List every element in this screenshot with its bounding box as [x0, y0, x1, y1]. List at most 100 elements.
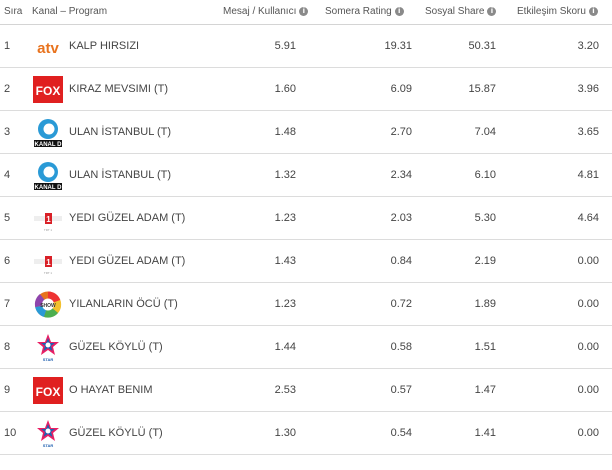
message-cell: 1.32 [274, 169, 296, 181]
table-row[interactable]: 8 STAR GÜZEL KÖYLÜ (T) 1.44 0.58 1.51 0.… [0, 326, 612, 369]
header-share-label: Sosyal Share [425, 6, 485, 17]
engagement-cell: 4.81 [577, 169, 599, 181]
atv-logo-icon: atv [32, 31, 64, 62]
message-cell: 1.48 [274, 126, 296, 138]
svg-text:TRT 1: TRT 1 [44, 228, 53, 232]
share-cell: 15.87 [468, 83, 496, 95]
svg-text:FOX: FOX [36, 84, 61, 98]
table-row[interactable]: 10 STAR GÜZEL KÖYLÜ (T) 1.30 0.54 1.41 0… [0, 412, 612, 455]
engagement-cell: 3.20 [577, 40, 599, 52]
rank-cell: 6 [4, 255, 11, 267]
program-name[interactable]: KALP HIRSIZI [69, 40, 140, 52]
program-name[interactable]: YEDI GÜZEL ADAM (T) [69, 255, 186, 267]
header-rank[interactable]: Sıra [4, 6, 22, 17]
header-program[interactable]: Kanal – Program [32, 6, 107, 17]
rank-cell: 2 [4, 83, 11, 95]
kanal-d-logo-icon: KANAL D [32, 117, 64, 148]
fox-logo-icon: FOX [32, 74, 64, 105]
svg-text:KANAL D: KANAL D [35, 142, 63, 148]
table-header: Sıra Kanal – Program Mesaj / Kullanıcı i … [0, 0, 612, 25]
table-row[interactable]: 6 1 TRT 1 YEDI GÜZEL ADAM (T) 1.43 0.84 … [0, 240, 612, 283]
header-engagement[interactable]: Etkileşim Skoru i [517, 6, 598, 17]
engagement-cell: 4.64 [577, 212, 599, 224]
star-tv-logo-icon: STAR [32, 332, 64, 363]
svg-text:TRT 1: TRT 1 [44, 271, 53, 275]
program-name[interactable]: KIRAZ MEVSIMI (T) [69, 83, 168, 95]
engagement-cell: 0.00 [577, 427, 599, 439]
program-name[interactable]: O HAYAT BENIM [69, 384, 153, 396]
rating-cell: 2.34 [390, 169, 412, 181]
program-name[interactable]: YILANLARIN ÖCÜ (T) [69, 298, 178, 310]
message-cell: 2.53 [274, 384, 296, 396]
message-cell: 1.23 [274, 298, 296, 310]
svg-text:atv: atv [37, 40, 59, 57]
svg-text:STAR: STAR [43, 357, 54, 362]
share-cell: 2.19 [474, 255, 496, 267]
rating-cell: 0.57 [390, 384, 412, 396]
info-icon[interactable]: i [394, 7, 404, 16]
message-cell: 1.23 [274, 212, 296, 224]
table-row[interactable]: 9 FOX O HAYAT BENIM 2.53 0.57 1.47 0.00 [0, 369, 612, 412]
header-message-label: Mesaj / Kullanıcı [223, 6, 297, 17]
svg-text:1: 1 [46, 215, 51, 224]
engagement-cell: 3.96 [577, 83, 599, 95]
fox-logo-icon: FOX [32, 375, 64, 406]
info-icon[interactable]: i [299, 7, 309, 16]
program-name[interactable]: YEDI GÜZEL ADAM (T) [69, 212, 186, 224]
svg-text:SHOW: SHOW [40, 303, 56, 309]
rank-cell: 9 [4, 384, 11, 396]
rank-cell: 3 [4, 126, 11, 138]
info-icon[interactable]: i [487, 7, 497, 16]
engagement-cell: 0.00 [577, 255, 599, 267]
table-row[interactable]: 2 FOX KIRAZ MEVSIMI (T) 1.60 6.09 15.87 … [0, 68, 612, 111]
table-row[interactable]: 3 KANAL D ULAN İSTANBUL (T) 1.48 2.70 7.… [0, 111, 612, 154]
engagement-cell: 0.00 [577, 341, 599, 353]
rating-cell: 2.70 [390, 126, 412, 138]
header-rating[interactable]: Somera Rating i [325, 6, 404, 17]
rank-cell: 10 [4, 427, 17, 439]
rank-cell: 5 [4, 212, 11, 224]
header-share[interactable]: Sosyal Share i [425, 6, 497, 17]
program-name[interactable]: GÜZEL KÖYLÜ (T) [69, 341, 163, 353]
share-cell: 5.30 [474, 212, 496, 224]
program-name[interactable]: ULAN İSTANBUL (T) [69, 169, 172, 181]
svg-text:STAR: STAR [43, 443, 54, 448]
header-rank-label: Sıra [4, 6, 23, 17]
rating-cell: 6.09 [390, 83, 412, 95]
share-cell: 1.89 [474, 298, 496, 310]
rank-cell: 8 [4, 341, 11, 353]
rating-cell: 19.31 [384, 40, 412, 52]
program-name[interactable]: GÜZEL KÖYLÜ (T) [69, 427, 163, 439]
table-row[interactable]: 4 KANAL D ULAN İSTANBUL (T) 1.32 2.34 6.… [0, 154, 612, 197]
rating-cell: 0.84 [390, 255, 412, 267]
table-row[interactable]: 7 SHOW YILANLARIN ÖCÜ (T) 1.23 0.72 1.89… [0, 283, 612, 326]
share-cell: 1.41 [474, 427, 496, 439]
svg-text:1: 1 [46, 258, 51, 267]
rating-cell: 0.54 [390, 427, 412, 439]
header-engagement-label: Etkileşim Skoru [517, 6, 586, 17]
message-cell: 1.43 [274, 255, 296, 267]
table-row[interactable]: 5 1 TRT 1 YEDI GÜZEL ADAM (T) 1.23 2.03 … [0, 197, 612, 240]
share-cell: 1.47 [474, 384, 496, 396]
rating-cell: 0.72 [390, 298, 412, 310]
header-rating-label: Somera Rating [325, 6, 392, 17]
info-icon[interactable]: i [588, 7, 598, 16]
rating-cell: 2.03 [390, 212, 412, 224]
svg-text:FOX: FOX [36, 385, 61, 399]
message-cell: 5.91 [274, 40, 296, 52]
header-message[interactable]: Mesaj / Kullanıcı i [223, 6, 309, 17]
program-name[interactable]: ULAN İSTANBUL (T) [69, 126, 172, 138]
message-cell: 1.30 [274, 427, 296, 439]
header-program-label: Kanal – Program [32, 6, 108, 17]
message-cell: 1.60 [274, 83, 296, 95]
engagement-cell: 0.00 [577, 384, 599, 396]
share-cell: 1.51 [474, 341, 496, 353]
rank-cell: 4 [4, 169, 11, 181]
show-tv-logo-icon: SHOW [32, 289, 64, 320]
kanal-d-logo-icon: KANAL D [32, 160, 64, 191]
message-cell: 1.44 [274, 341, 296, 353]
rating-cell: 0.58 [390, 341, 412, 353]
trt1-logo-icon: 1 TRT 1 [32, 246, 64, 277]
table-row[interactable]: 1 atv KALP HIRSIZI 5.91 19.31 50.31 3.20 [0, 25, 612, 68]
